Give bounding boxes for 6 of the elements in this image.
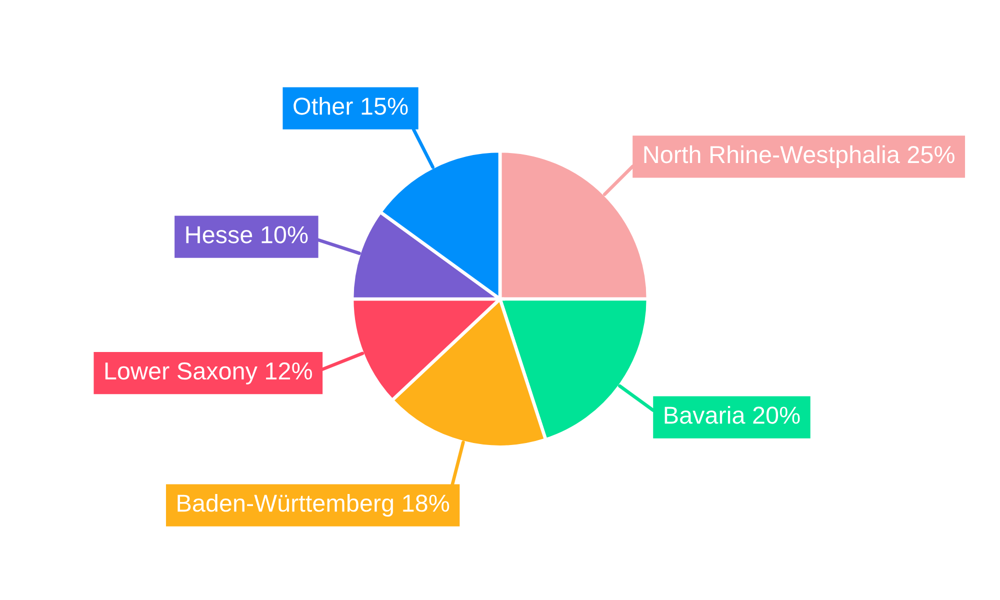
slice-label: North Rhine-Westphalia 25% <box>644 145 954 168</box>
slice-label: Hesse 10% <box>186 226 308 244</box>
slice-label: Other 15% <box>294 97 408 115</box>
slice-label: Bavaria 20% <box>664 406 800 424</box>
slice-label: Lower Saxony 12% <box>105 362 312 384</box>
slice-label: Baden-Württemberg 18% <box>178 494 450 517</box>
